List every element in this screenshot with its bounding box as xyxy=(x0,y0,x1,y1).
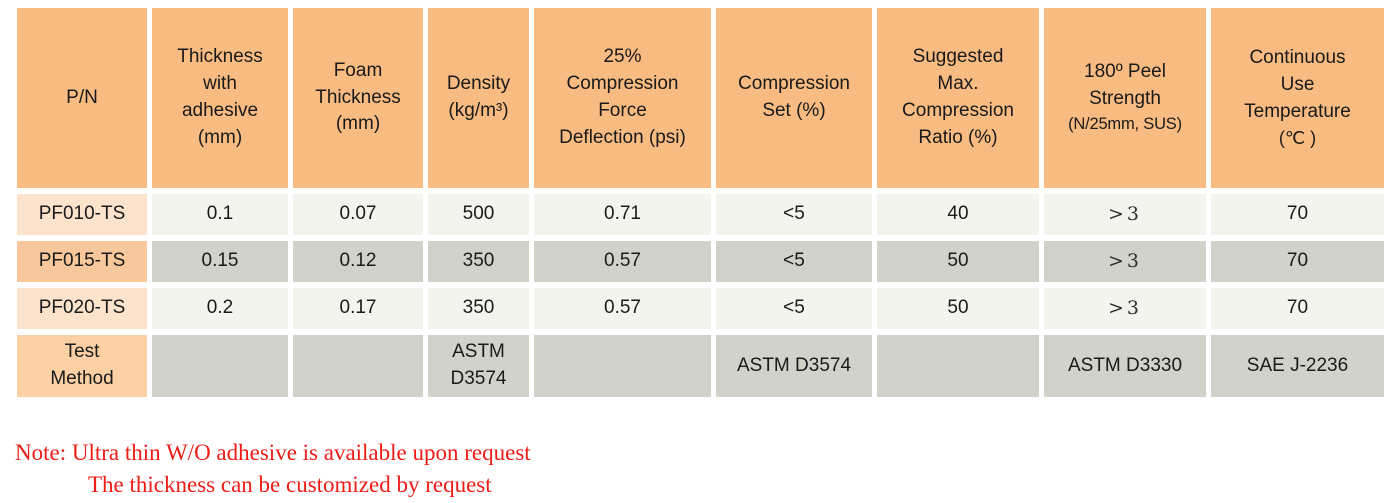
pn-cell: PF015-TS xyxy=(17,241,147,282)
value-cell: >3 xyxy=(1044,241,1206,282)
value-cell: 0.17 xyxy=(293,288,423,329)
test-method-cell xyxy=(293,335,423,397)
header-line: Foam xyxy=(333,59,383,81)
header-line: Compression xyxy=(902,100,1014,121)
table-row-test-method: Test Method ASTM D3574 ASTM D3574 ASTM D… xyxy=(17,335,1384,397)
header-line: Thickness xyxy=(315,86,401,108)
header-line: Use xyxy=(1280,73,1315,95)
value-cell: 0.57 xyxy=(534,241,711,282)
test-method-cell: SAE J-2236 xyxy=(1211,335,1384,397)
value-cell: 0.07 xyxy=(293,194,423,235)
header-line: Set (%) xyxy=(762,100,826,121)
label-line: Method xyxy=(50,368,114,389)
table-row-pf010: PF010-TS 0.1 0.07 500 0.71 <5 40 >3 70 xyxy=(17,194,1384,235)
header-line: P/N xyxy=(66,86,98,108)
value-cell: 0.12 xyxy=(293,241,423,282)
test-method-cell xyxy=(877,335,1039,397)
table-row-pf020: PF020-TS 0.2 0.17 350 0.57 <5 50 >3 70 xyxy=(17,288,1384,329)
header-line: (mm) xyxy=(335,113,381,135)
value-cell: 70 xyxy=(1211,194,1384,235)
header-line: Max. xyxy=(937,73,979,95)
header-line: (mm) xyxy=(197,126,243,148)
col-header-density: Density (kg/m³) xyxy=(428,8,529,188)
col-header-thickness-with-adhesive: Thickness with adhesive (mm) xyxy=(152,8,288,188)
header-line: Ratio (%) xyxy=(918,126,998,148)
col-header-foam-thickness: Foam Thickness (mm) xyxy=(293,8,423,188)
label-line: Test xyxy=(64,341,100,363)
header-line: (℃ ) xyxy=(1278,127,1317,148)
col-header-peel-strength: 180º Peel Strength (N/25mm, SUS) xyxy=(1044,8,1206,188)
value-cell: >3 xyxy=(1044,194,1206,235)
header-line: adhesive xyxy=(181,100,259,121)
header-line: (N/25mm, SUS) xyxy=(1068,115,1182,134)
test-method-cell xyxy=(152,335,288,397)
test-method-label-cell: Test Method xyxy=(17,335,147,397)
col-header-compression-set: Compression Set (%) xyxy=(716,8,872,188)
header-line: Density xyxy=(446,73,511,95)
header-line: Thickness xyxy=(177,46,263,68)
header-line: with xyxy=(203,73,237,95)
header-line: Temperature xyxy=(1244,100,1351,122)
note: Note: Ultra thin W/O adhesive is availab… xyxy=(0,437,1396,501)
col-header-compression-force-deflection: 25% Compression Force Deflection (psi) xyxy=(534,8,711,188)
header-line: Continuous xyxy=(1249,46,1346,68)
test-method-cell: ASTM D3330 xyxy=(1044,335,1206,397)
header-line: (kg/m³) xyxy=(448,100,509,121)
value-cell: 0.1 xyxy=(152,194,288,235)
pn-cell: PF010-TS xyxy=(17,194,147,235)
pn-cell: PF020-TS xyxy=(17,288,147,329)
note-line-thickness: The thickness can be customized by reque… xyxy=(88,472,492,497)
value-cell: 500 xyxy=(428,194,529,235)
product-spec-table: P/N Thickness with adhesive (mm) Foam Th… xyxy=(12,2,1389,403)
header-line: Compression xyxy=(738,73,850,95)
note-line-adhesive: Note: Ultra thin W/O adhesive is availab… xyxy=(15,440,531,465)
col-header-continuous-use-temperature: Continuous Use Temperature (℃ ) xyxy=(1211,8,1384,188)
header-line: 180º Peel xyxy=(1084,61,1166,83)
value-cell: <5 xyxy=(716,241,872,282)
value-cell: 0.15 xyxy=(152,241,288,282)
header-line: Force xyxy=(598,100,647,121)
value-cell: 0.2 xyxy=(152,288,288,329)
value-cell: <5 xyxy=(716,194,872,235)
table-row-pf015: PF015-TS 0.15 0.12 350 0.57 <5 50 >3 70 xyxy=(17,241,1384,282)
col-header-pn: P/N xyxy=(17,8,147,188)
value-cell: 0.57 xyxy=(534,288,711,329)
value-cell: 350 xyxy=(428,288,529,329)
value-cell: 0.71 xyxy=(534,194,711,235)
header-row: P/N Thickness with adhesive (mm) Foam Th… xyxy=(17,8,1384,188)
value-cell: 70 xyxy=(1211,288,1384,329)
header-line: 25% xyxy=(603,46,642,68)
col-header-suggested-max-compression-ratio: Suggested Max. Compression Ratio (%) xyxy=(877,8,1039,188)
value-cell: 40 xyxy=(877,194,1039,235)
value-cell: 50 xyxy=(877,288,1039,329)
header-line: Strength xyxy=(1089,88,1161,110)
header-line: Deflection (psi) xyxy=(559,126,686,148)
header-line: Suggested xyxy=(912,46,1004,68)
test-method-cell: ASTM D3574 xyxy=(428,335,529,397)
value-cell: 70 xyxy=(1211,241,1384,282)
value-cell: 50 xyxy=(877,241,1039,282)
test-method-cell: ASTM D3574 xyxy=(716,335,872,397)
value-cell: >3 xyxy=(1044,288,1206,329)
value-cell: <5 xyxy=(716,288,872,329)
header-line: Compression xyxy=(566,73,679,95)
test-method-cell xyxy=(534,335,711,397)
value-cell: 350 xyxy=(428,241,529,282)
